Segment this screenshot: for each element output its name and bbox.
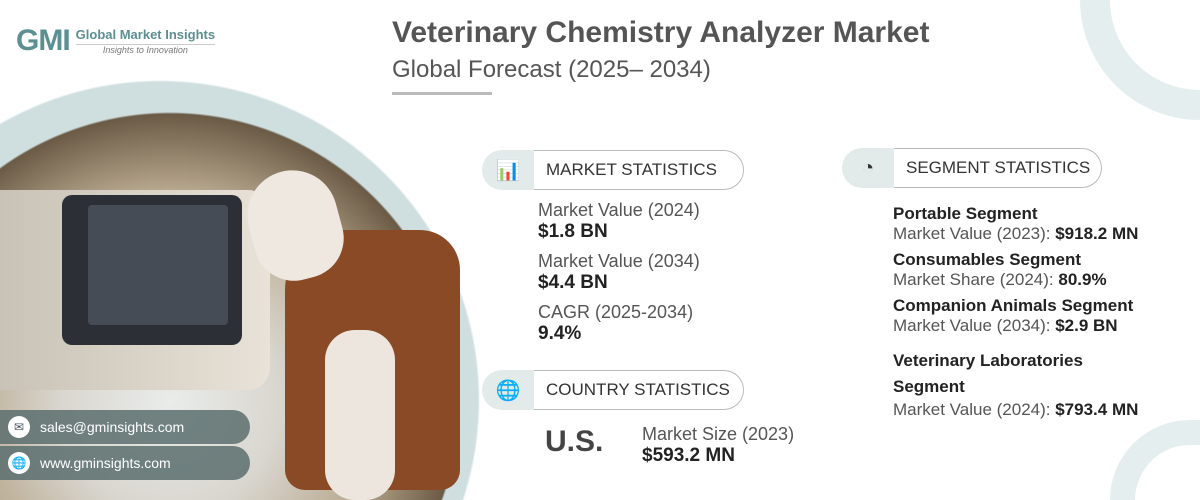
- segment-value: 80.9%: [1058, 270, 1107, 289]
- segment-item: Veterinary Laboratories Segment Market V…: [893, 348, 1193, 420]
- market-statistics-header: 📊 MARKET STATISTICS: [482, 150, 744, 190]
- page-subtitle: Global Forecast (2025– 2034): [392, 56, 711, 83]
- segment-label: Market Value (2024):: [893, 400, 1051, 419]
- website-text: www.gminsights.com: [40, 455, 171, 471]
- market-statistics-title: MARKET STATISTICS: [534, 150, 744, 190]
- page-title: Veterinary Chemistry Analyzer Market: [392, 16, 930, 49]
- logo-mark: GMI: [16, 24, 71, 57]
- segment-statistics-title: SEGMENT STATISTICS: [894, 148, 1102, 188]
- country-stat: Market Size (2023) $593.2 MN: [642, 424, 794, 467]
- globe-icon: 🌐: [8, 452, 30, 474]
- divider: [392, 92, 492, 95]
- analyzer-display: [88, 205, 228, 325]
- segment-label: Market Share (2024):: [893, 270, 1054, 289]
- segment-item: Portable Segment Market Value (2023): $9…: [893, 204, 1193, 244]
- decorative-ring: [1080, 0, 1200, 120]
- country-statistics-header: 🌐 COUNTRY STATISTICS: [482, 370, 744, 410]
- cow-image-white: [325, 330, 395, 500]
- stat-label: Market Value (2024): [538, 200, 700, 220]
- logo: GMI Global Market Insights Insights to I…: [16, 24, 216, 58]
- segment-item: Companion Animals Segment Market Value (…: [893, 296, 1193, 336]
- decorative-ring: [1110, 420, 1200, 500]
- globe-icon: 🌐: [482, 370, 534, 410]
- segment-chart-icon: ◔: [842, 148, 894, 188]
- country-stat-value: $593.2 MN: [642, 445, 735, 466]
- website-link[interactable]: 🌐 www.gminsights.com: [0, 446, 250, 480]
- segment-statistics-list: Portable Segment Market Value (2023): $9…: [893, 204, 1193, 420]
- segment-name: Veterinary Laboratories Segment: [893, 351, 1083, 396]
- stat-label: CAGR (2025-2034): [538, 302, 694, 322]
- stat-value: $1.8 BN: [538, 221, 608, 242]
- market-statistics-list: Market Value (2024) $1.8 BN Market Value…: [538, 200, 700, 345]
- stat-label: Market Value (2034): [538, 251, 700, 271]
- email-icon: ✉: [8, 416, 30, 438]
- segment-name: Consumables Segment: [893, 250, 1081, 269]
- stat-value: $4.4 BN: [538, 272, 608, 293]
- segment-value: $918.2 MN: [1055, 224, 1139, 243]
- country-name: U.S.: [545, 425, 604, 458]
- email-text: sales@gminsights.com: [40, 419, 185, 435]
- segment-label: Market Value (2034):: [893, 316, 1051, 335]
- segment-label: Market Value (2023):: [893, 224, 1051, 243]
- country-stat-label: Market Size (2023): [642, 424, 795, 444]
- segment-name: Portable Segment: [893, 204, 1038, 223]
- segment-value: $2.9 BN: [1055, 316, 1118, 335]
- segment-name: Companion Animals Segment: [893, 296, 1134, 315]
- logo-name: Global Market Insights: [75, 27, 216, 45]
- chart-globe-icon: 📊: [482, 150, 534, 190]
- email-link[interactable]: ✉ sales@gminsights.com: [0, 410, 250, 444]
- segment-statistics-header: ◔ SEGMENT STATISTICS: [842, 148, 1102, 188]
- segment-value: $793.4 MN: [1055, 400, 1139, 419]
- country-statistics-title: COUNTRY STATISTICS: [534, 370, 744, 410]
- segment-item: Consumables Segment Market Share (2024):…: [893, 250, 1193, 290]
- logo-tagline: Insights to Innovation: [102, 45, 188, 55]
- stat-value: 9.4%: [538, 323, 582, 344]
